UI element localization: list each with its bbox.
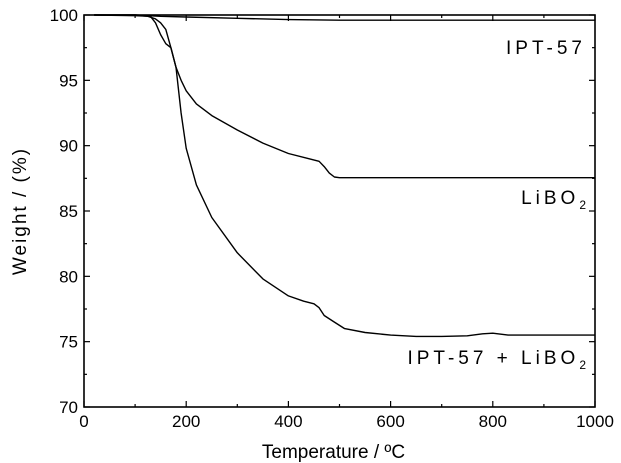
series-label-libo2: LiBO2 [521,188,586,212]
series-label-subscript: 2 [579,358,586,372]
series-label-text: LiBO [521,188,579,209]
series-label-text: IPT-57 [506,38,586,59]
x-axis-title: Temperature / ºC [262,442,405,463]
series-line-ipt57 [94,14,595,21]
x-tick-label: 200 [172,412,200,431]
y-tick-label: 75 [59,333,78,352]
x-tick-label: 600 [376,412,404,431]
series-line-ipt57-libo2 [94,14,595,338]
x-tick-label: 400 [274,412,302,431]
y-tick-label: 95 [59,71,78,90]
y-tick-label: 85 [59,202,78,221]
x-tick-label: 800 [479,412,507,431]
y-axis-title: Weight / (%) [10,147,31,275]
x-tick-label: 0 [79,412,88,431]
series-label-text: IPT-57 + LiBO [407,348,579,369]
series-line-libo2 [94,14,595,179]
series-label-subscript: 2 [579,198,586,212]
series-label-ipt57-libo2: IPT-57 + LiBO2 [407,348,586,372]
tick-labels: 0 200 400 600 800 1000 70 75 80 85 90 95 100 [50,6,614,431]
y-tick-label: 90 [59,137,78,156]
y-tick-label: 80 [59,267,78,286]
x-tick-label: 1000 [576,412,614,431]
series-label-ipt57: IPT-57 [506,38,586,59]
y-tick-label: 70 [59,398,78,417]
series-lines [94,14,595,338]
y-tick-label: 100 [50,6,78,25]
